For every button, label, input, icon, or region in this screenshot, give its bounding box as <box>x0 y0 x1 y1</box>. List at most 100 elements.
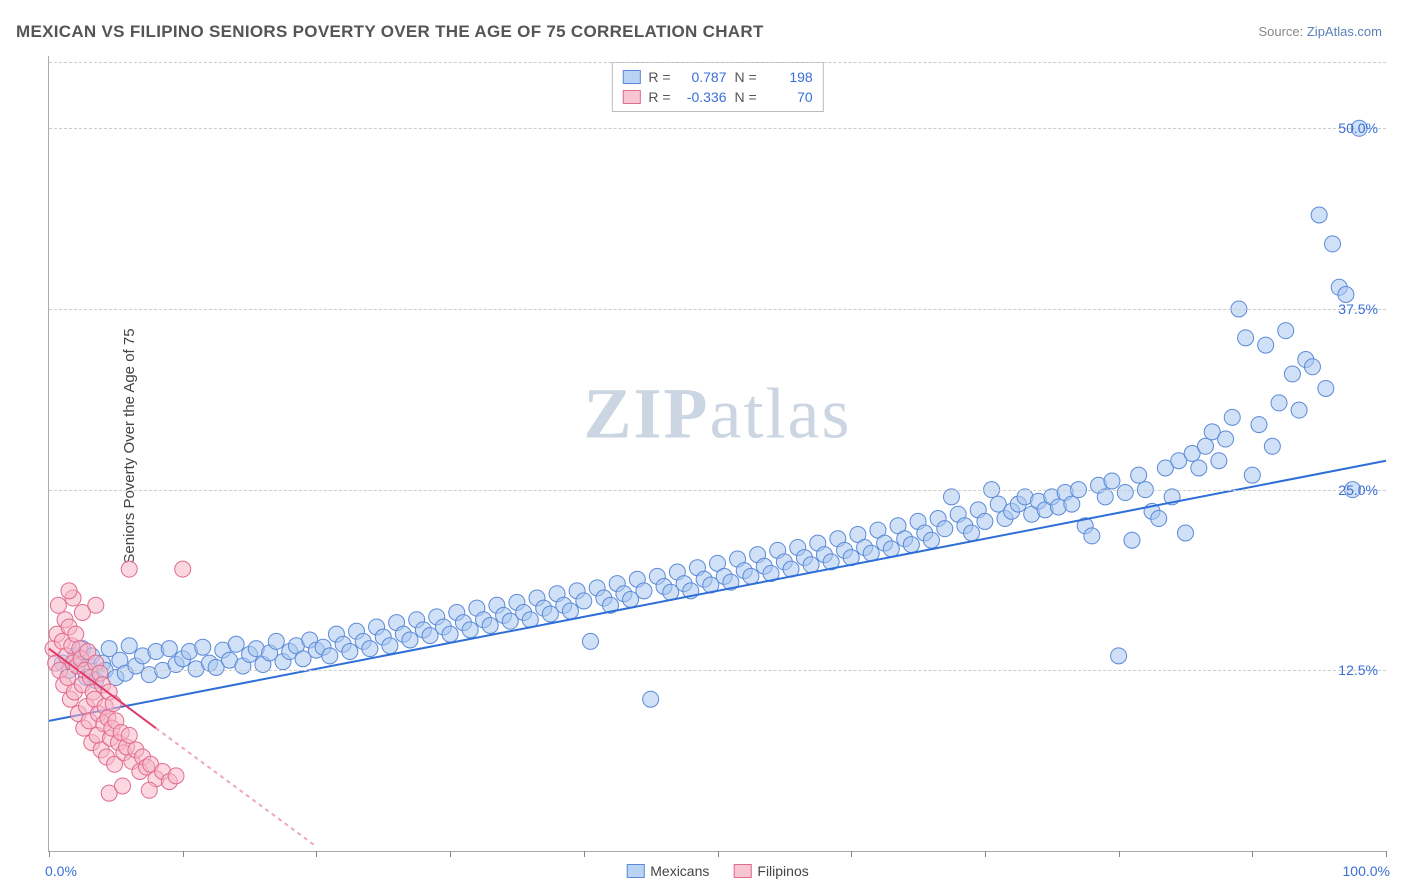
data-point-mexicans <box>1191 460 1207 476</box>
data-point-mexicans <box>1097 489 1113 505</box>
data-point-mexicans <box>1064 496 1080 512</box>
data-point-mexicans <box>442 626 458 642</box>
x-tick <box>718 851 719 857</box>
data-point-mexicans <box>562 603 578 619</box>
data-point-mexicans <box>342 644 358 660</box>
data-point-mexicans <box>1291 402 1307 418</box>
data-point-mexicans <box>362 641 378 657</box>
data-point-mexicans <box>402 632 418 648</box>
x-axis-start-label: 0.0% <box>45 863 77 879</box>
data-point-filipinos <box>121 727 137 743</box>
data-point-mexicans <box>1251 417 1267 433</box>
data-point-mexicans <box>322 648 338 664</box>
data-point-mexicans <box>1224 409 1240 425</box>
data-point-mexicans <box>1218 431 1234 447</box>
y-tick-label: 37.5% <box>1338 301 1378 317</box>
y-tick-label: 50.0% <box>1338 120 1378 136</box>
legend-swatch-filipinos <box>733 864 751 878</box>
chart-title: MEXICAN VS FILIPINO SENIORS POVERTY OVER… <box>16 22 764 42</box>
stats-row-mexicans: R = 0.787 N = 198 <box>622 67 812 87</box>
x-axis-end-label: 100.0% <box>1343 863 1390 879</box>
legend-swatch-mexicans <box>626 864 644 878</box>
n-label: N = <box>735 69 757 85</box>
gridline-h <box>49 128 1386 129</box>
gridline-h <box>49 309 1386 310</box>
data-point-filipinos <box>68 626 84 642</box>
data-point-mexicans <box>462 622 478 638</box>
data-point-filipinos <box>50 597 66 613</box>
x-tick <box>584 851 585 857</box>
data-point-mexicans <box>382 638 398 654</box>
data-point-mexicans <box>923 532 939 548</box>
data-point-mexicans <box>121 638 137 654</box>
x-tick <box>851 851 852 857</box>
data-point-mexicans <box>1284 366 1300 382</box>
data-point-mexicans <box>1211 453 1227 469</box>
bottom-legend: Mexicans Filipinos <box>626 863 809 879</box>
x-tick <box>1252 851 1253 857</box>
stats-legend-box: R = 0.787 N = 198 R = -0.336 N = 70 <box>611 62 823 112</box>
data-point-mexicans <box>1325 236 1341 252</box>
x-tick <box>49 851 50 857</box>
swatch-filipinos <box>622 90 640 104</box>
data-point-filipinos <box>105 696 121 712</box>
y-tick-label: 12.5% <box>1338 662 1378 678</box>
data-point-mexicans <box>195 639 211 655</box>
data-point-filipinos <box>88 597 104 613</box>
r-value-mexicans: 0.787 <box>679 69 727 85</box>
data-point-mexicans <box>743 568 759 584</box>
n-value-filipinos: 70 <box>765 89 813 105</box>
data-point-mexicans <box>977 513 993 529</box>
data-point-mexicans <box>1198 438 1214 454</box>
data-point-mexicans <box>268 633 284 649</box>
x-tick <box>450 851 451 857</box>
data-point-mexicans <box>1244 467 1260 483</box>
swatch-mexicans <box>622 70 640 84</box>
data-point-mexicans <box>1177 525 1193 541</box>
data-point-mexicans <box>903 537 919 553</box>
data-point-mexicans <box>1304 359 1320 375</box>
data-point-mexicans <box>1238 330 1254 346</box>
data-point-mexicans <box>1271 395 1287 411</box>
gridline-h <box>49 490 1386 491</box>
data-point-mexicans <box>482 618 498 634</box>
data-point-mexicans <box>1111 648 1127 664</box>
legend-label-filipinos: Filipinos <box>757 863 808 879</box>
data-point-mexicans <box>937 521 953 537</box>
x-tick <box>316 851 317 857</box>
data-point-mexicans <box>228 636 244 652</box>
gridline-h <box>49 670 1386 671</box>
x-tick <box>183 851 184 857</box>
data-point-filipinos <box>115 778 131 794</box>
data-point-filipinos <box>175 561 191 577</box>
data-point-filipinos <box>121 561 137 577</box>
legend-item-filipinos: Filipinos <box>733 863 808 879</box>
source-prefix: Source: <box>1258 24 1306 39</box>
data-point-mexicans <box>582 633 598 649</box>
source-link[interactable]: ZipAtlas.com <box>1307 24 1382 39</box>
data-point-mexicans <box>1258 337 1274 353</box>
data-point-mexicans <box>576 593 592 609</box>
gridline-h <box>49 62 1386 63</box>
legend-item-mexicans: Mexicans <box>626 863 709 879</box>
data-point-mexicans <box>943 489 959 505</box>
data-point-filipinos <box>168 768 184 784</box>
data-point-mexicans <box>1117 485 1133 501</box>
data-point-mexicans <box>1151 511 1167 527</box>
data-point-mexicans <box>636 583 652 599</box>
n-label: N = <box>735 89 757 105</box>
data-point-mexicans <box>803 557 819 573</box>
data-point-mexicans <box>883 541 899 557</box>
r-label: R = <box>648 89 670 105</box>
data-point-filipinos <box>141 782 157 798</box>
data-point-mexicans <box>964 525 980 541</box>
x-tick <box>1119 851 1120 857</box>
n-value-mexicans: 198 <box>765 69 813 85</box>
r-value-filipinos: -0.336 <box>679 89 727 105</box>
data-point-mexicans <box>1084 528 1100 544</box>
scatter-svg <box>49 56 1386 851</box>
data-point-mexicans <box>1124 532 1140 548</box>
data-point-mexicans <box>1131 467 1147 483</box>
data-point-mexicans <box>1104 473 1120 489</box>
data-point-mexicans <box>1311 207 1327 223</box>
